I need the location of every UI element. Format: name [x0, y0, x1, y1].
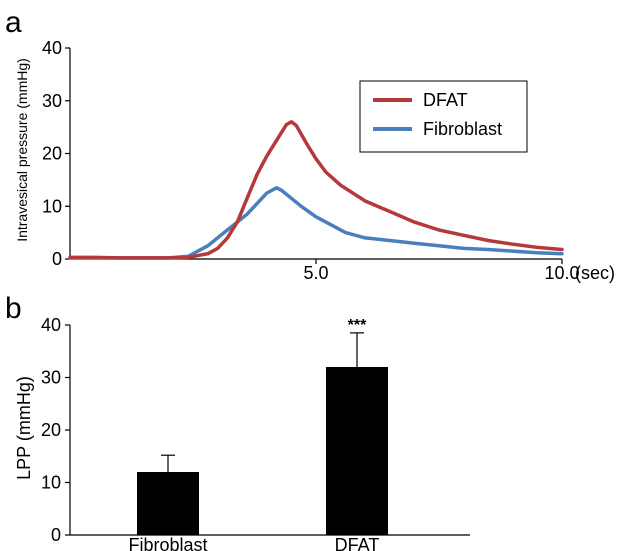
line-chart-y-axis-title: Intravesical pressure (mmHg) [14, 58, 30, 242]
line-chart-y-tick-label: 40 [42, 38, 62, 58]
legend-label-dfat: DFAT [423, 90, 468, 110]
line-chart-series [68, 120, 564, 260]
bar-dfat [326, 367, 388, 535]
bar-chart-y-ticks: 0 10 20 30 40 [41, 315, 70, 545]
bar-chart-y-tick-label: 10 [41, 473, 61, 493]
bar-chart-y-tick-label: 0 [51, 525, 61, 545]
line-chart: Intravesical pressure (mmHg) 0 10 20 30 40 5… [14, 38, 615, 283]
line-chart-legend: DFAT Fibroblast [359, 80, 528, 153]
line-chart-x-ticks: 5.0 10.0 [303, 259, 580, 283]
legend-box [359, 80, 528, 153]
line-series-fibroblast [68, 186, 564, 260]
bar-chart-y-tick-label: 40 [41, 315, 61, 335]
bar-chart-x-ticks: Fibroblast DFAT [128, 535, 379, 551]
line-chart-x-tick-label: 5.0 [303, 263, 328, 283]
panel-b-letter: b [5, 292, 22, 325]
bar-chart-y-axis-title: LPP (mmHg) [14, 376, 34, 480]
line-series-dfat [68, 120, 564, 260]
line-chart-x-unit: (sec) [575, 263, 615, 283]
bar-chart-y-tick-label: 30 [41, 368, 61, 388]
bar-fibroblast [137, 472, 199, 535]
line-chart-y-tick-label: 20 [42, 144, 62, 164]
bar-chart-y-tick-label: 20 [41, 420, 61, 440]
bar-chart: LPP (mmHg) 0 10 20 30 40 *** Fibroblast DFAT [14, 315, 470, 551]
line-chart-y-ticks: 0 10 20 30 40 [42, 38, 70, 269]
line-chart-x-tick-label: 10.0 [544, 263, 579, 283]
bar-chart-bars: *** [137, 317, 388, 535]
line-chart-y-tick-label: 30 [42, 91, 62, 111]
line-chart-axes [69, 48, 562, 260]
significance-marker-dfat: *** [348, 317, 367, 334]
line-chart-y-tick-label: 0 [52, 249, 62, 269]
bar-chart-x-tick-label: Fibroblast [128, 535, 207, 551]
line-chart-y-tick-label: 10 [42, 196, 62, 216]
panel-a-letter: a [5, 6, 22, 39]
legend-label-fibroblast: Fibroblast [423, 119, 502, 139]
bar-chart-axes [69, 325, 470, 536]
bar-chart-x-tick-label: DFAT [335, 535, 380, 551]
